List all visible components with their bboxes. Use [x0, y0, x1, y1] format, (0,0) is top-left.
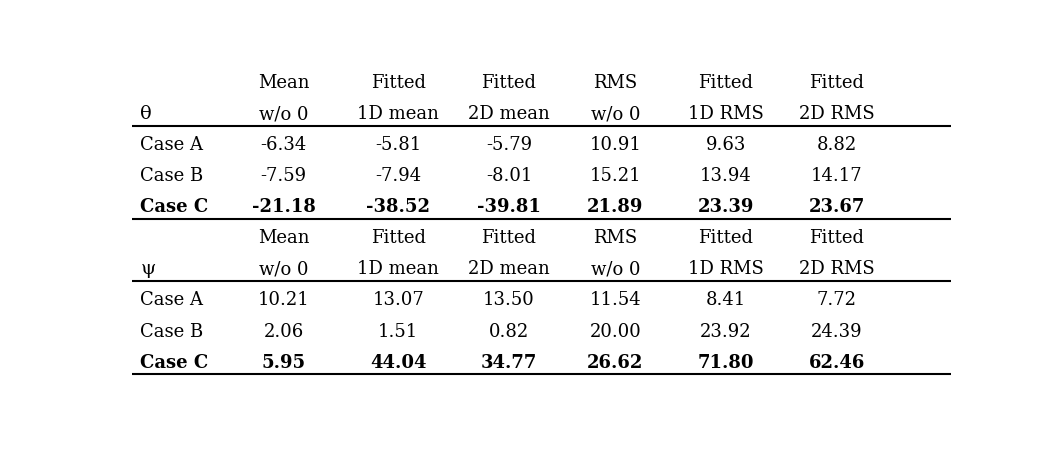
Text: RMS: RMS	[593, 229, 637, 247]
Text: 13.94: 13.94	[700, 167, 752, 185]
Text: w/o 0: w/o 0	[259, 261, 309, 278]
Text: 24.39: 24.39	[811, 322, 863, 340]
Text: Fitted: Fitted	[481, 229, 537, 247]
Text: 0.82: 0.82	[488, 322, 530, 340]
Text: 8.41: 8.41	[706, 292, 746, 310]
Text: -6.34: -6.34	[260, 136, 307, 154]
Text: Case C: Case C	[141, 198, 208, 216]
Text: 2D RMS: 2D RMS	[799, 261, 874, 278]
Text: 5.95: 5.95	[262, 354, 305, 371]
Text: 2D RMS: 2D RMS	[799, 105, 874, 123]
Text: Mean: Mean	[258, 74, 310, 92]
Text: w/o 0: w/o 0	[259, 105, 309, 123]
Text: 1D RMS: 1D RMS	[688, 105, 764, 123]
Text: RMS: RMS	[593, 74, 637, 92]
Text: Case A: Case A	[141, 136, 203, 154]
Text: Case A: Case A	[141, 292, 203, 310]
Text: 23.39: 23.39	[698, 198, 755, 216]
Text: 11.54: 11.54	[590, 292, 642, 310]
Text: 2D mean: 2D mean	[468, 105, 550, 123]
Text: -5.79: -5.79	[486, 136, 532, 154]
Text: Case C: Case C	[141, 354, 208, 371]
Text: 9.63: 9.63	[706, 136, 746, 154]
Text: -7.94: -7.94	[375, 167, 422, 185]
Text: 15.21: 15.21	[590, 167, 642, 185]
Text: Fitted: Fitted	[481, 74, 537, 92]
Text: Fitted: Fitted	[699, 229, 754, 247]
Text: -7.59: -7.59	[261, 167, 307, 185]
Text: w/o 0: w/o 0	[591, 105, 641, 123]
Text: -21.18: -21.18	[252, 198, 316, 216]
Text: 1D RMS: 1D RMS	[688, 261, 764, 278]
Text: -8.01: -8.01	[486, 167, 532, 185]
Text: -38.52: -38.52	[367, 198, 430, 216]
Text: 13.07: 13.07	[372, 292, 424, 310]
Text: 2.06: 2.06	[263, 322, 303, 340]
Text: 21.89: 21.89	[588, 198, 644, 216]
Text: 34.77: 34.77	[481, 354, 537, 371]
Text: 44.04: 44.04	[370, 354, 427, 371]
Text: 14.17: 14.17	[811, 167, 863, 185]
Text: Fitted: Fitted	[809, 74, 865, 92]
Text: 20.00: 20.00	[590, 322, 642, 340]
Text: 7.72: 7.72	[817, 292, 856, 310]
Text: -5.81: -5.81	[375, 136, 422, 154]
Text: θ: θ	[141, 105, 152, 123]
Text: ψ: ψ	[141, 261, 155, 278]
Text: 26.62: 26.62	[588, 354, 644, 371]
Text: 13.50: 13.50	[483, 292, 535, 310]
Text: w/o 0: w/o 0	[591, 261, 641, 278]
Text: Case B: Case B	[141, 167, 204, 185]
Text: 23.92: 23.92	[700, 322, 752, 340]
Text: 71.80: 71.80	[698, 354, 755, 371]
Text: Fitted: Fitted	[809, 229, 865, 247]
Text: Mean: Mean	[258, 229, 310, 247]
Text: 1.51: 1.51	[378, 322, 419, 340]
Text: Case B: Case B	[141, 322, 204, 340]
Text: Fitted: Fitted	[371, 74, 426, 92]
Text: Fitted: Fitted	[371, 229, 426, 247]
Text: 23.67: 23.67	[809, 198, 865, 216]
Text: 2D mean: 2D mean	[468, 261, 550, 278]
Text: -39.81: -39.81	[477, 198, 541, 216]
Text: 1D mean: 1D mean	[357, 261, 440, 278]
Text: 10.91: 10.91	[590, 136, 642, 154]
Text: 8.82: 8.82	[816, 136, 857, 154]
Text: 62.46: 62.46	[809, 354, 865, 371]
Text: 1D mean: 1D mean	[357, 105, 440, 123]
Text: 10.21: 10.21	[258, 292, 310, 310]
Text: Fitted: Fitted	[699, 74, 754, 92]
